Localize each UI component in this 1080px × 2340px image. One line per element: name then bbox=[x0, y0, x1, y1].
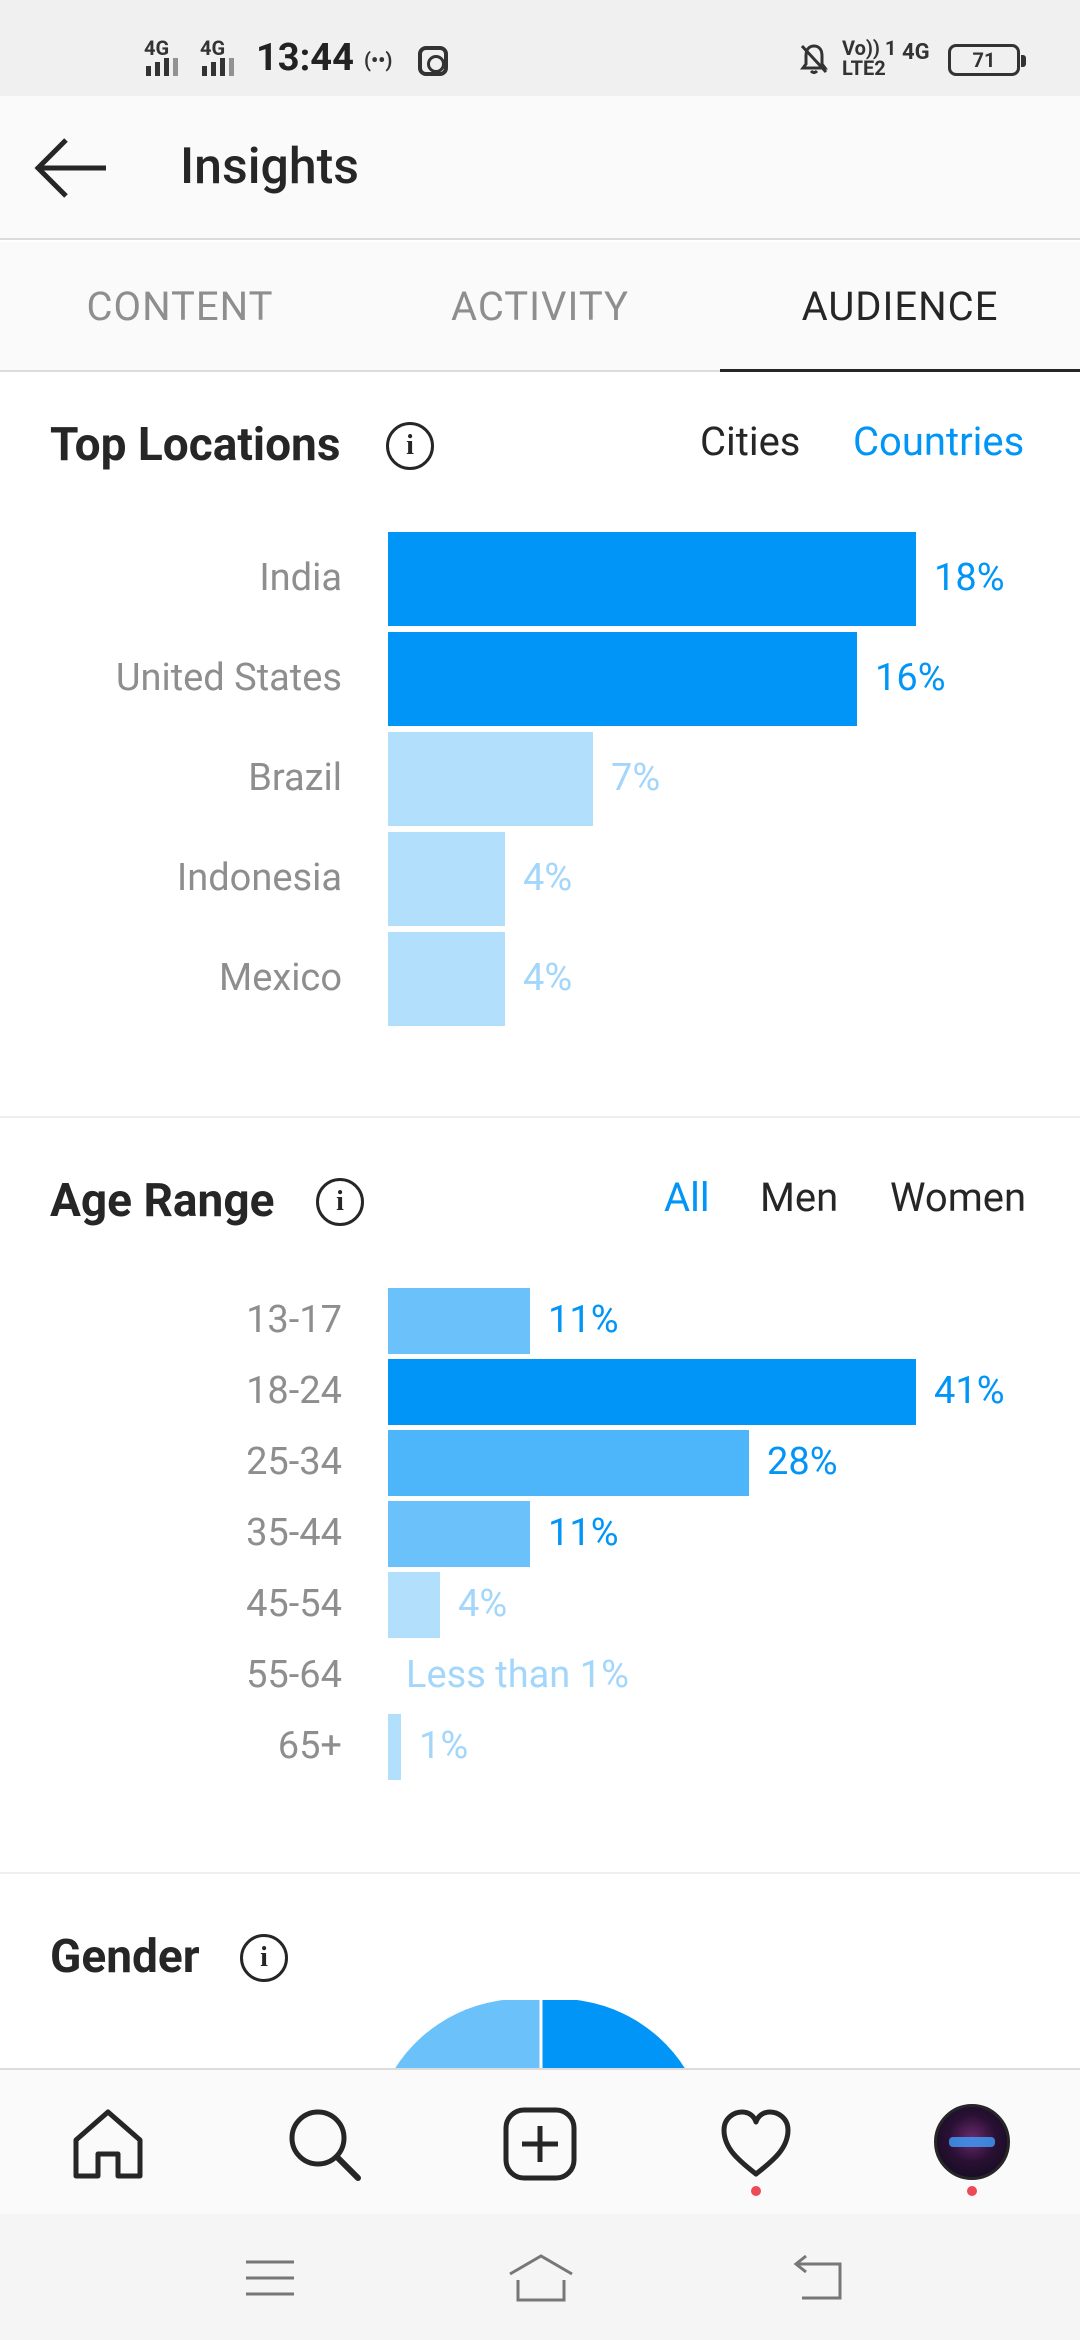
home-outline-icon[interactable] bbox=[506, 2250, 576, 2306]
bell-muted-icon bbox=[800, 44, 828, 74]
location-row-value: 4% bbox=[523, 956, 573, 1000]
insights-tabs: CONTENT ACTIVITY AUDIENCE bbox=[0, 242, 1080, 372]
age-row-label: 13-17 bbox=[246, 1298, 342, 1342]
location-row-bar bbox=[388, 832, 505, 926]
age-row-value: 11% bbox=[548, 1511, 619, 1555]
age-row-value: 1% bbox=[419, 1724, 469, 1768]
tab-content[interactable]: CONTENT bbox=[86, 283, 274, 330]
hotspot-icon: (••) bbox=[364, 48, 393, 72]
heart-icon[interactable] bbox=[718, 2106, 794, 2182]
location-row-value: 4% bbox=[523, 856, 573, 900]
section-divider bbox=[0, 1872, 1080, 1874]
lte-label: LTE2 bbox=[842, 56, 886, 80]
age-row-bar bbox=[388, 1288, 530, 1354]
age-row-bar bbox=[388, 1714, 401, 1780]
age-row-value: Less than 1% bbox=[406, 1653, 629, 1697]
network-type-2: 4G bbox=[200, 36, 226, 60]
location-row-label: Indonesia bbox=[176, 856, 342, 900]
page-title: Insights bbox=[180, 138, 359, 196]
age-row-label: 18-24 bbox=[246, 1369, 342, 1413]
age-row-label: 45-54 bbox=[246, 1582, 342, 1626]
info-icon[interactable]: i bbox=[240, 1934, 288, 1982]
filter-women[interactable]: Women bbox=[890, 1174, 1027, 1221]
top-locations-title: Top Locations bbox=[50, 418, 341, 472]
section-divider bbox=[0, 1116, 1080, 1118]
filter-men[interactable]: Men bbox=[760, 1174, 839, 1221]
location-row-bar bbox=[388, 632, 857, 726]
back-arrow-icon[interactable] bbox=[34, 136, 108, 200]
home-icon[interactable] bbox=[70, 2106, 146, 2182]
location-row-value: 7% bbox=[611, 756, 661, 800]
age-row-value: 28% bbox=[767, 1440, 838, 1484]
location-row-label: United States bbox=[115, 656, 342, 700]
profile-avatar[interactable] bbox=[934, 2104, 1010, 2180]
bottom-navigation bbox=[0, 2068, 1080, 2214]
filter-countries[interactable]: Countries bbox=[853, 418, 1025, 465]
location-row-label: India bbox=[259, 556, 342, 600]
info-icon[interactable]: i bbox=[316, 1178, 364, 1226]
location-row-label: Mexico bbox=[219, 956, 342, 1000]
add-post-icon[interactable] bbox=[502, 2106, 578, 2182]
filter-all[interactable]: All bbox=[664, 1174, 710, 1221]
profile-notification-dot bbox=[967, 2186, 977, 2196]
age-row-bar bbox=[388, 1501, 530, 1567]
tab-activity[interactable]: ACTIVITY bbox=[450, 283, 630, 330]
status-time: 13:44 bbox=[256, 36, 354, 80]
gender-pie-chart bbox=[394, 2000, 686, 2070]
location-row-value: 16% bbox=[875, 656, 946, 700]
signal-1-icon bbox=[146, 58, 178, 76]
signal-2-icon bbox=[202, 58, 234, 76]
age-row-bar bbox=[388, 1572, 440, 1638]
location-row-label: Brazil bbox=[248, 756, 342, 800]
age-row-label: 35-44 bbox=[246, 1511, 342, 1555]
gender-title: Gender bbox=[50, 1930, 200, 1984]
age-row-bar bbox=[388, 1359, 916, 1425]
volte-indicator: Vo)) 1 LTE2 bbox=[842, 38, 896, 78]
activity-notification-dot bbox=[751, 2186, 761, 2196]
search-icon[interactable] bbox=[286, 2106, 362, 2182]
volte-label: Vo)) 1 bbox=[842, 36, 897, 60]
tab-audience[interactable]: AUDIENCE bbox=[720, 242, 1080, 372]
age-row-bar bbox=[388, 1430, 749, 1496]
age-row-value: 11% bbox=[548, 1298, 619, 1342]
age-row-label: 55-64 bbox=[246, 1653, 342, 1697]
info-icon[interactable]: i bbox=[386, 422, 434, 470]
location-row-bar bbox=[388, 932, 505, 1026]
gender-slice-2 bbox=[540, 2000, 686, 2070]
network-type-1: 4G bbox=[144, 36, 170, 60]
location-row-bar bbox=[388, 532, 916, 626]
back-return-icon[interactable] bbox=[790, 2250, 850, 2306]
age-row-value: 41% bbox=[934, 1369, 1005, 1413]
header-bar: Insights bbox=[0, 96, 1080, 240]
age-row-value: 4% bbox=[458, 1582, 508, 1626]
gender-slice-1 bbox=[394, 2000, 540, 2070]
age-range-title: Age Range bbox=[50, 1174, 275, 1228]
menu-icon[interactable] bbox=[240, 2250, 300, 2306]
battery-icon: 71 bbox=[948, 44, 1026, 76]
system-navigation-bar bbox=[0, 2214, 1080, 2340]
location-row-bar bbox=[388, 732, 593, 826]
age-row-label: 65+ bbox=[277, 1724, 342, 1768]
location-row-value: 18% bbox=[934, 556, 1005, 600]
network-type-3: 4G bbox=[902, 40, 930, 65]
status-bar: 4G 4G 13:44 (••) Vo)) 1 LTE2 4G 71 bbox=[0, 0, 1080, 96]
instagram-notification-icon bbox=[418, 46, 448, 76]
filter-cities[interactable]: Cities bbox=[700, 418, 801, 465]
age-row-label: 25-34 bbox=[246, 1440, 342, 1484]
